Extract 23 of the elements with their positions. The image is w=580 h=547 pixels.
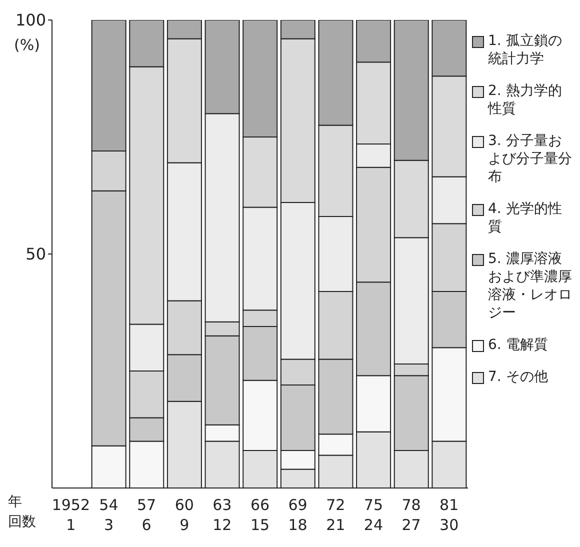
legend-label: 7. その他 bbox=[488, 368, 548, 386]
x-tick-label: 54 3 bbox=[99, 496, 118, 534]
y-axis-title: (%) bbox=[14, 36, 40, 54]
x-tick-label: 63 12 bbox=[212, 496, 232, 534]
x-tick-label: 66 15 bbox=[250, 496, 270, 534]
y-tick-label: 100 bbox=[15, 10, 46, 30]
legend-label: 6. 電解質 bbox=[488, 336, 548, 354]
x-tick-label: 75 24 bbox=[364, 496, 383, 534]
x-tick-label: 57 6 bbox=[137, 496, 156, 534]
legend-label: 5. 濃厚溶液および準濃厚溶液・レオロジー bbox=[488, 250, 572, 322]
text: 年 bbox=[8, 493, 23, 512]
legend-label: 4. 光学的性質 bbox=[488, 200, 563, 236]
text: 回数 bbox=[8, 513, 36, 532]
x-tick-label: 81 30 bbox=[440, 496, 459, 534]
x-tick-label: 78 27 bbox=[402, 496, 421, 534]
x-tick-label: 72 21 bbox=[326, 496, 346, 534]
x-tick-label: 60 9 bbox=[174, 496, 194, 534]
y-tick-label: 50 bbox=[26, 244, 46, 264]
legend-label: 2. 熱力学的性質 bbox=[488, 82, 563, 118]
x-tick-label: 69 18 bbox=[288, 496, 308, 534]
legend-label: 1. 孤立鎖の統計力学 bbox=[488, 32, 563, 68]
x-tick-label: 1952 1 bbox=[52, 496, 90, 534]
legend-label: 3. 分子量および分子量分布 bbox=[488, 132, 572, 186]
